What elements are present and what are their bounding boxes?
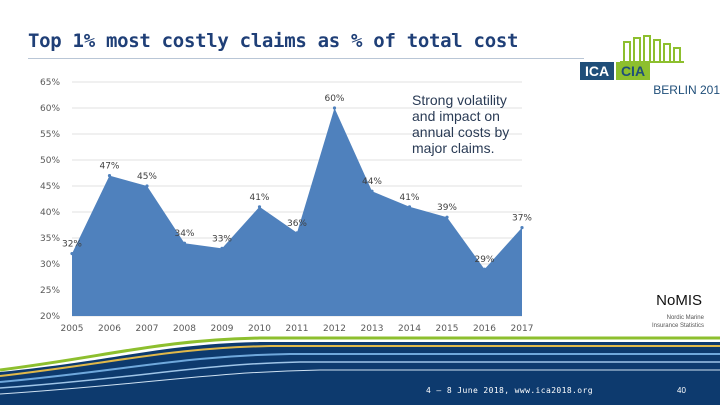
data-label-2005: 32% — [62, 240, 82, 250]
x-tick-label-2015: 2015 — [436, 324, 459, 334]
data-label-2010: 41% — [249, 193, 269, 203]
y-tick-label-25: 25% — [40, 286, 60, 296]
data-label-2006: 47% — [99, 162, 119, 172]
data-label-2009: 33% — [212, 234, 232, 244]
x-tick-label-2013: 2013 — [361, 324, 384, 334]
x-tick-label-2009: 2009 — [211, 324, 234, 334]
x-tick-label-2012: 2012 — [323, 324, 346, 334]
y-tick-label-20: 20% — [40, 312, 60, 322]
data-point-2011 — [295, 231, 299, 235]
data-point-2010 — [257, 205, 262, 209]
slide-title: Top 1% most costly claims as % of total … — [28, 30, 519, 52]
footer-wave-band — [0, 336, 720, 405]
logo-event-text: BERLIN 2018 — [653, 83, 720, 97]
footer-event-info: 4 – 8 June 2018, www.ica2018.org — [426, 386, 593, 395]
y-tick-label-65: 65% — [40, 78, 60, 88]
data-point-2013 — [370, 189, 374, 193]
data-label-2008: 34% — [174, 229, 194, 239]
x-tick-label-2010: 2010 — [248, 324, 271, 334]
x-tick-label-2005: 2005 — [61, 324, 84, 334]
nomis-subtitle-line1: Nordic Marine — [666, 315, 704, 321]
y-tick-label-35: 35% — [40, 234, 60, 244]
page-number: 40 — [677, 386, 686, 395]
data-label-2007: 45% — [137, 172, 157, 182]
cia-badge — [616, 62, 650, 80]
data-point-2015 — [445, 215, 449, 219]
x-tick-label-2008: 2008 — [173, 324, 196, 334]
title-divider — [28, 58, 584, 59]
data-label-2015: 39% — [437, 203, 457, 213]
data-point-2007 — [145, 184, 149, 188]
x-tick-label-2016: 2016 — [473, 324, 496, 334]
data-label-2016: 29% — [474, 255, 494, 265]
ica-berlin-logo: ICA CIA BERLIN 2018 — [580, 35, 720, 97]
x-tick-label-2011: 2011 — [286, 324, 309, 334]
data-point-2012 — [332, 106, 337, 110]
y-tick-label-40: 40% — [40, 208, 60, 218]
nomis-subtitle-line2: Insurance Statistics — [651, 323, 704, 329]
volatility-callout: Strong volatility and impact on annual c… — [412, 92, 510, 156]
data-point-2017 — [520, 226, 524, 230]
logo-cia-text: CIA — [621, 63, 645, 79]
x-tick-label-2007: 2007 — [136, 324, 159, 334]
logo-ica-text: ICA — [585, 63, 609, 79]
y-tick-label-60: 60% — [40, 104, 60, 114]
y-tick-label-50: 50% — [40, 156, 60, 166]
ica-badge — [580, 62, 614, 80]
chart-x-axis-labels: 2005 2006 2007 2008 2009 2010 2011 2012 2013 2014… — [61, 324, 534, 334]
chart-data-labels: 32% 47% 45% 34% 33% 41% 36% 60% 44% 41% 39% 29% 37% — [62, 94, 532, 271]
x-tick-label-2014: 2014 — [398, 324, 421, 334]
data-label-2013: 44% — [362, 177, 382, 187]
chart-area-layer — [72, 108, 522, 316]
y-tick-label-45: 45% — [40, 182, 60, 192]
nomis-subtitle: Nordic Marine Insurance Statistics — [634, 314, 704, 330]
data-point-2005 — [70, 252, 74, 256]
costly-claims-area-chart: 20%25%30%35%40%45%50%55%60%65% 2005 2006 2… — [40, 78, 534, 334]
area-series — [72, 108, 522, 316]
y-tick-label-55: 55% — [40, 130, 60, 140]
building-icon — [620, 35, 684, 63]
data-point-2009 — [220, 246, 224, 250]
y-tick-label-30: 30% — [40, 260, 60, 270]
data-point-2008 — [182, 241, 187, 245]
data-label-2012: 60% — [324, 94, 344, 104]
nomis-brand: NoMIS — [656, 292, 702, 309]
data-point-2016 — [482, 267, 487, 271]
x-tick-label-2017: 2017 — [511, 324, 534, 334]
data-label-2011: 36% — [287, 219, 307, 229]
data-label-2017: 37% — [512, 214, 532, 224]
x-tick-label-2006: 2006 — [98, 324, 121, 334]
data-point-2006 — [107, 174, 112, 178]
data-label-2014: 41% — [399, 193, 419, 203]
chart-y-axis-labels: 20% 25% 30% 35% 40% 45% 50% 55% 60% 65% — [40, 78, 60, 322]
data-point-2014 — [407, 205, 412, 209]
